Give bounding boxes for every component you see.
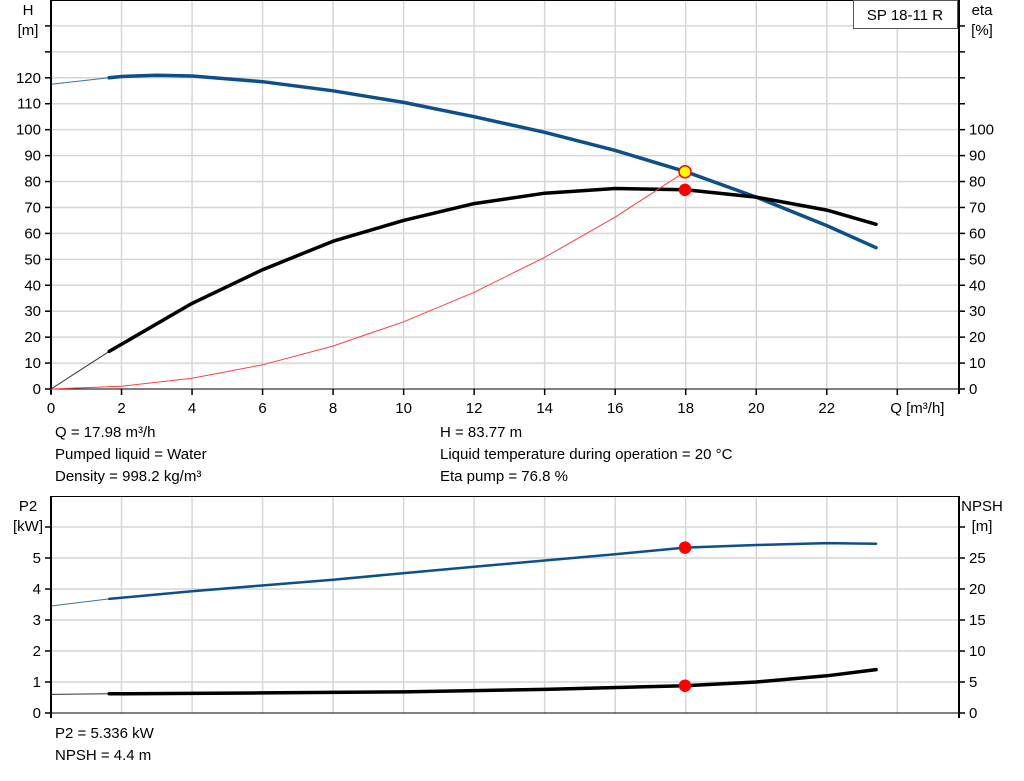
y-tick-label-left: 120 — [16, 70, 41, 87]
x-tick-label: 16 — [607, 400, 624, 417]
pumped-liquid-readout: Pumped liquid = Water — [55, 446, 207, 463]
y-tick-label-left: 110 — [17, 96, 41, 113]
y-tick-label-left: 5 — [33, 550, 41, 567]
p2-readout: P2 = 5.336 kW — [55, 725, 154, 742]
p2-curve — [107, 541, 878, 601]
y-axis-title-right: eta — [972, 2, 994, 19]
y-tick-label-right: 90 — [969, 148, 986, 165]
y-axis-title-left: H — [23, 2, 34, 19]
y-tick-label-left: 60 — [24, 225, 41, 242]
y-tick-label-left: 90 — [24, 148, 41, 165]
y-tick-label-right: 70 — [969, 199, 986, 216]
y-tick-label-right: 15 — [969, 612, 986, 629]
flow-readout: Q = 17.98 m³/h — [55, 424, 156, 441]
x-tick-label: 18 — [677, 400, 694, 417]
x-tick-label: 8 — [329, 400, 337, 417]
operating-point-marker — [678, 541, 692, 554]
y-tick-label-right: 60 — [969, 225, 986, 242]
system-curve-curve — [50, 171, 686, 390]
y-tick-label-right: 0 — [969, 705, 977, 722]
y-tick-label-left: 30 — [24, 303, 41, 320]
h-curve-extrapolated — [50, 77, 110, 85]
x-tick-label: 20 — [748, 400, 765, 417]
y-tick-label-left: 70 — [24, 199, 41, 216]
y-tick-label-left: 10 — [24, 355, 41, 372]
y-tick-label-left: 50 — [24, 251, 41, 268]
x-tick-label: 12 — [466, 400, 483, 417]
y-tick-label-left: 3 — [33, 612, 41, 629]
y-tick-label-right: 30 — [969, 303, 986, 320]
operating-point-marker — [678, 183, 692, 197]
y-tick-label-left: 0 — [33, 705, 41, 722]
x-tick-label: 4 — [188, 400, 196, 417]
x-tick-label: 22 — [818, 400, 835, 417]
y-axis-title-right: [%] — [971, 22, 993, 39]
y-tick-label-left: 4 — [33, 581, 41, 598]
x-tick-label: 6 — [258, 400, 266, 417]
y-tick-label-right: 50 — [969, 251, 986, 268]
p2-curve-extrapolated — [50, 598, 110, 607]
y-tick-label-left: 40 — [24, 277, 41, 294]
operating-point-marker — [678, 679, 692, 692]
legend-box — [853, 0, 958, 29]
y-tick-label-right: 10 — [969, 355, 986, 372]
eta-curve — [107, 186, 878, 354]
h-curve — [107, 73, 878, 250]
eta-readout: Eta pump = 76.8 % — [440, 468, 568, 485]
x-tick-label: 10 — [395, 400, 412, 417]
y-axis-title-left: [kW] — [13, 518, 43, 535]
y-tick-label-right: 80 — [969, 174, 986, 191]
npsh-curve-extrapolated — [50, 693, 110, 695]
y-tick-label-right: 40 — [969, 277, 986, 294]
operating-point-marker — [678, 165, 692, 179]
y-axis-title-right: NPSH — [961, 498, 1003, 515]
y-tick-label-left: 2 — [33, 643, 41, 660]
x-axis-title: Q [m³/h] — [890, 400, 944, 417]
head-readout: H = 83.77 m — [440, 424, 523, 441]
npsh-curve — [107, 667, 878, 696]
y-tick-label-left: 1 — [33, 674, 41, 691]
y-tick-label-left: 80 — [24, 174, 41, 191]
y-tick-label-right: 20 — [969, 581, 986, 598]
density-readout: Density = 998.2 kg/m³ — [55, 468, 202, 485]
y-tick-label-right: 20 — [969, 329, 986, 346]
y-tick-label-right: 10 — [969, 643, 986, 660]
y-axis-title-left: [m] — [18, 22, 39, 39]
y-tick-label-right: 0 — [969, 381, 977, 398]
eta-curve-extrapolated — [50, 350, 110, 390]
npsh-readout: NPSH = 4.4 m — [55, 747, 152, 764]
y-tick-label-right: 25 — [969, 550, 986, 567]
y-tick-label-left: 100 — [16, 122, 41, 139]
y-tick-label-right: 5 — [969, 674, 977, 691]
y-axis-title-left: P2 — [19, 498, 37, 515]
x-tick-label: 14 — [536, 400, 553, 417]
y-axis-title-right: [m] — [972, 518, 993, 535]
legend-label: SP 18-11 R — [867, 7, 943, 24]
y-tick-label-right: 100 — [969, 122, 994, 139]
y-tick-label-left: 0 — [33, 381, 41, 398]
x-tick-label: 2 — [117, 400, 125, 417]
temperature-readout: Liquid temperature during operation = 20… — [440, 446, 733, 463]
y-tick-label-left: 20 — [24, 329, 41, 346]
x-tick-label: 0 — [47, 400, 55, 417]
